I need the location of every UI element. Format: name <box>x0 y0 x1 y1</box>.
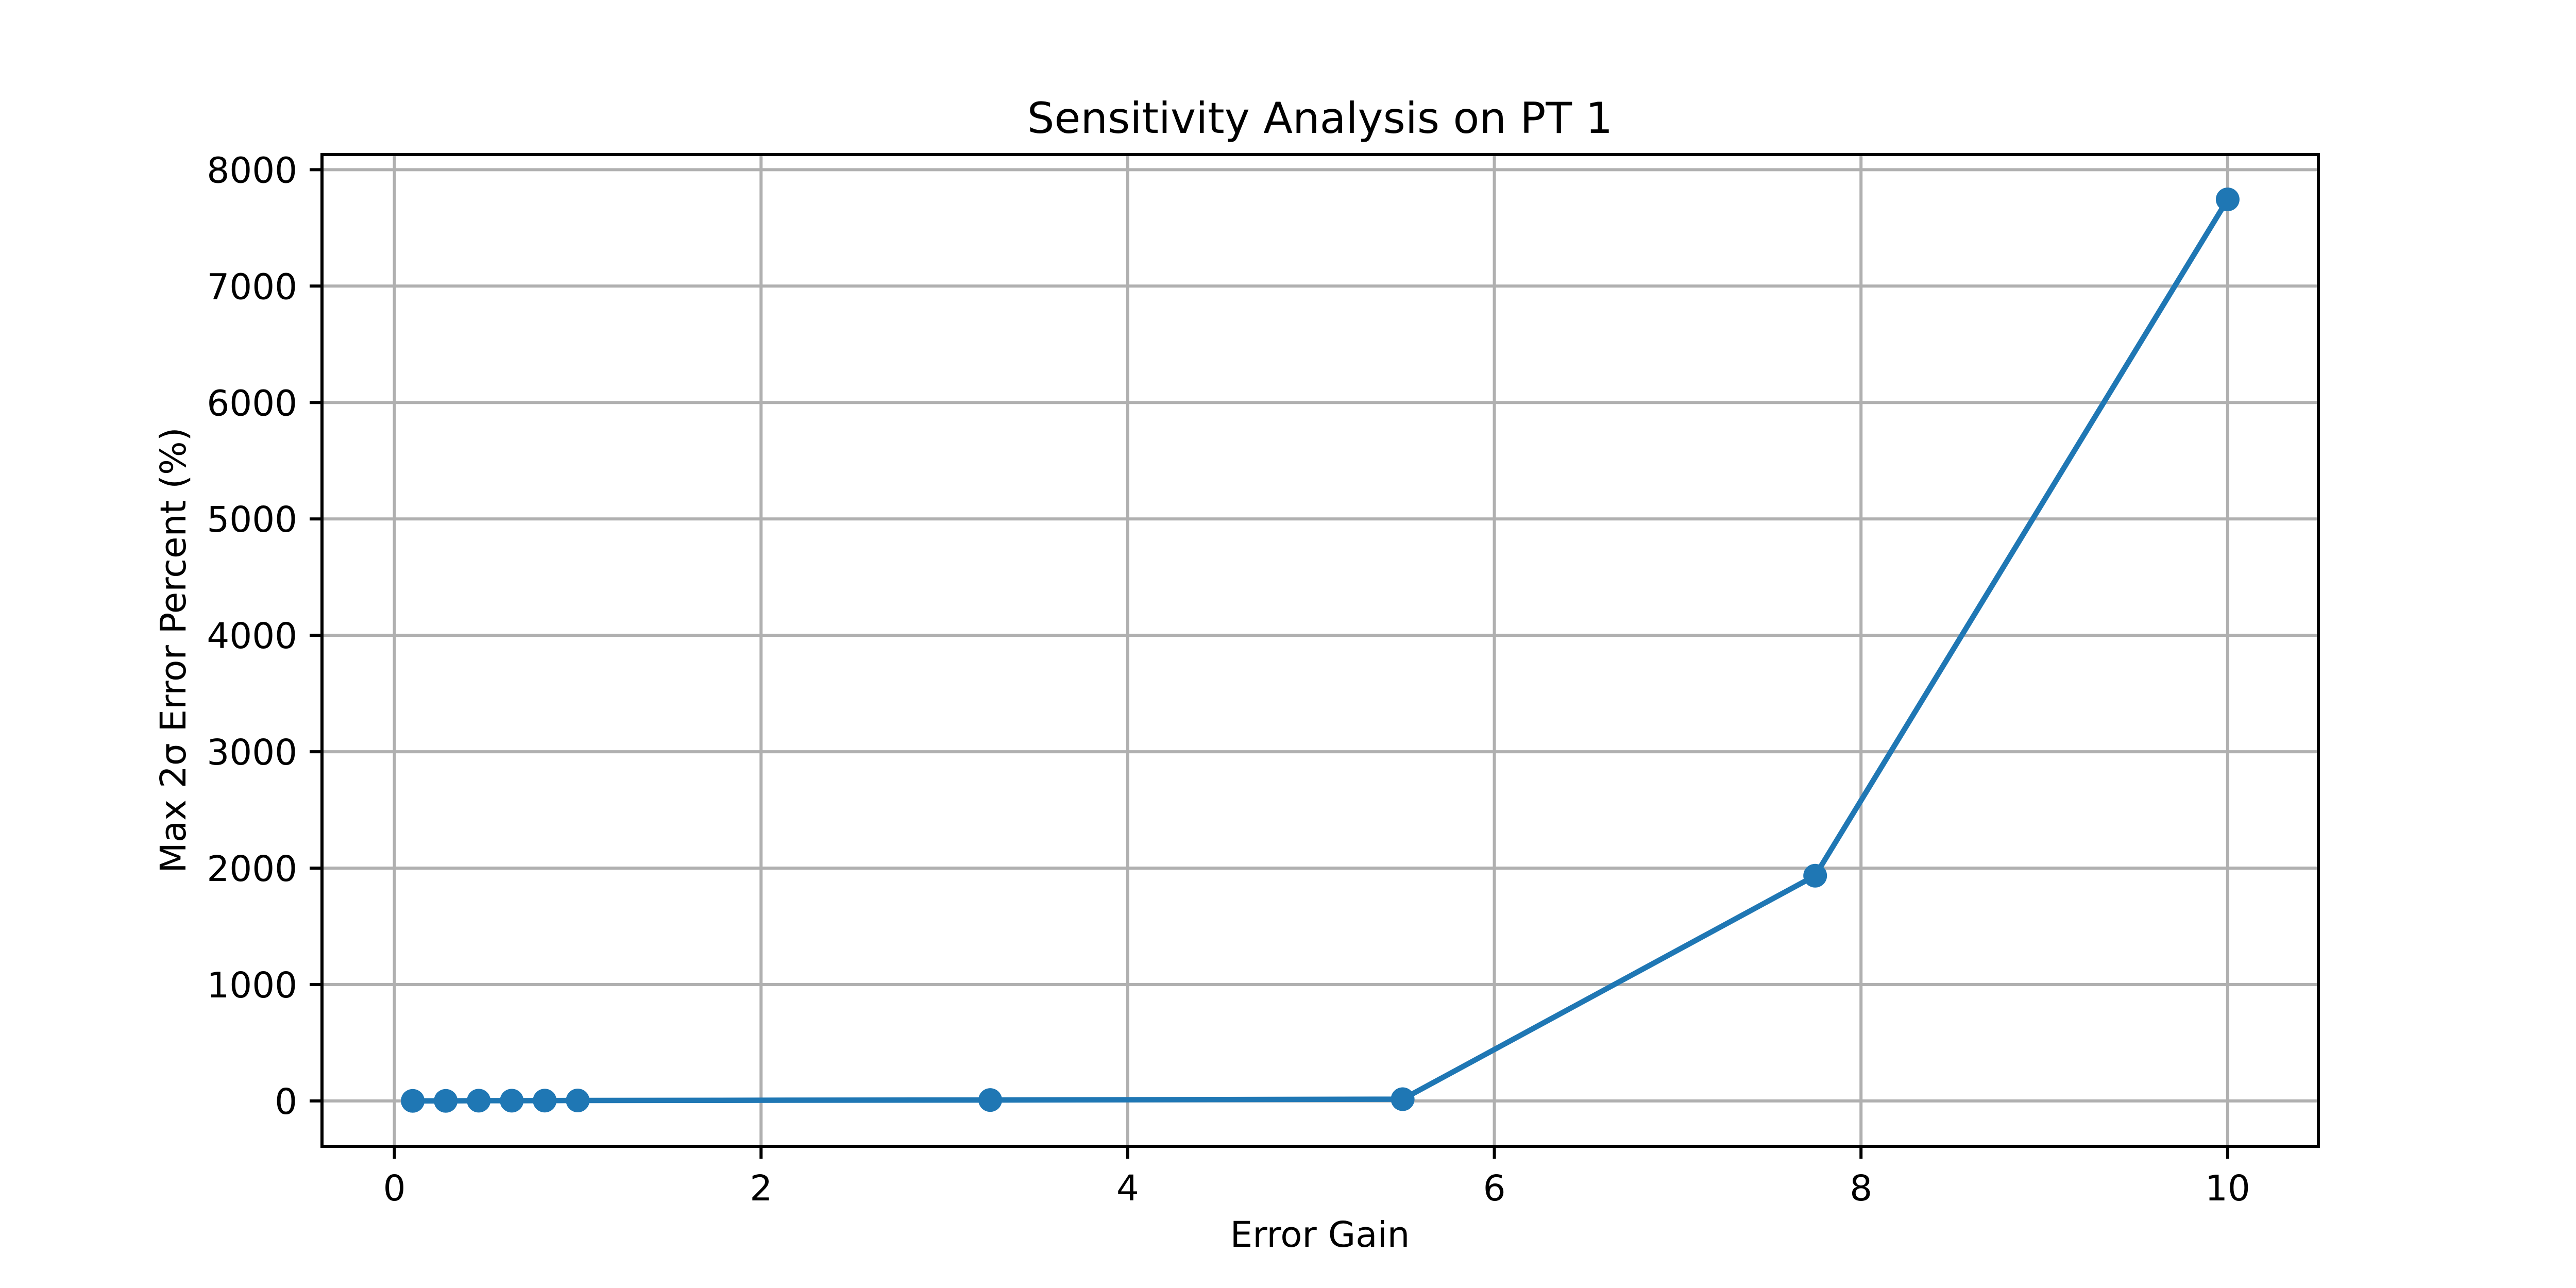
x-tick-label-4: 4 <box>1116 1168 1139 1209</box>
x-tick-label-0: 0 <box>383 1168 406 1209</box>
x-tick-label-10: 10 <box>2205 1168 2250 1209</box>
x-tick-label-6: 6 <box>1483 1168 1506 1209</box>
y-tick-label-1000: 1000 <box>207 965 297 1006</box>
x-axis-label: Error Gain <box>1230 1214 1410 1256</box>
data-point-0-9 <box>2215 188 2240 211</box>
y-tick-label-6000: 6000 <box>207 383 297 424</box>
y-axis-label: Max 2σ Error Percent (%) <box>153 427 194 873</box>
data-line-0 <box>410 196 2231 1104</box>
plot-border <box>320 153 2320 1148</box>
data-point-0-3 <box>500 1089 524 1113</box>
data-point-0-2 <box>467 1089 491 1113</box>
chart-title: Sensitivity Analysis on PT 1 <box>1027 93 1613 143</box>
grid-layer <box>322 155 2318 1146</box>
data-point-0-5 <box>566 1089 590 1112</box>
data-point-0-7 <box>1391 1087 1415 1111</box>
y-tick-label-7000: 7000 <box>207 266 297 308</box>
tick-layer: 0 2 4 6 8 10 0 1000 2000 3000 4000 5000 6000 7000 8000 <box>207 150 2250 1209</box>
data-point-0-0 <box>401 1089 425 1113</box>
x-tick-label-8: 8 <box>1850 1168 1872 1209</box>
data-point-0-8 <box>1803 863 1827 888</box>
y-tick-label-5000: 5000 <box>207 499 297 540</box>
data-point-0-1 <box>434 1089 458 1113</box>
data-point-0-4 <box>533 1089 557 1113</box>
series-layer <box>401 188 2240 1113</box>
data-point-0-6 <box>978 1088 1002 1112</box>
y-tick-label-3000: 3000 <box>207 732 297 773</box>
y-tick-label-8000: 8000 <box>207 150 297 191</box>
y-tick-label-0: 0 <box>275 1081 297 1123</box>
x-tick-label-2: 2 <box>750 1168 772 1209</box>
y-tick-label-4000: 4000 <box>207 616 297 657</box>
y-tick-label-2000: 2000 <box>207 849 297 890</box>
